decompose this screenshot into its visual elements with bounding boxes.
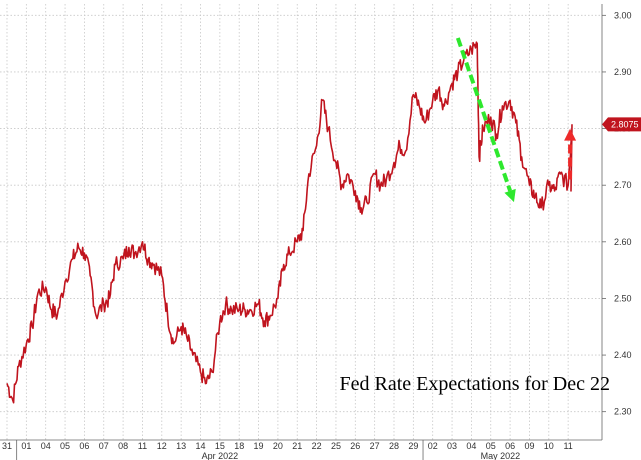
x-tick-label: 26 [350, 441, 360, 451]
x-tick-label: 11 [563, 441, 572, 451]
x-tick-label: 31 [2, 441, 12, 451]
annotation-arrow-down [455, 37, 512, 192]
x-tick-label: 20 [273, 441, 283, 451]
x-tick-label: 22 [312, 441, 322, 451]
chart-title: Fed Rate Expectations for Dec 22 [340, 373, 610, 395]
x-tick-label: 15 [215, 441, 225, 451]
y-tick-label: 2.50 [614, 293, 632, 303]
x-tick-label: 08 [118, 441, 128, 451]
x-tick-label: 09 [524, 441, 534, 451]
x-tick-label: 04 [41, 441, 51, 451]
x-tick-label: 05 [486, 441, 496, 451]
x-axis: 31 01 04 05 06 07 08 11 12 13 14 15 18 19 20 21 22 25 26 27… [0, 439, 602, 460]
annotation-arrowhead-down [504, 188, 516, 203]
x-tick-label: 05 [60, 441, 70, 451]
month-label: Apr 2022 [202, 451, 239, 460]
y-tick-label: 2.60 [614, 237, 632, 247]
x-tick-label: 06 [505, 441, 515, 451]
x-tick-label: 19 [254, 441, 264, 451]
y-tick-label: 3.00 [614, 10, 632, 20]
annotation-arrowhead-up [564, 128, 577, 141]
x-tick-label: 13 [176, 441, 186, 451]
x-tick-label: 06 [79, 441, 89, 451]
x-tick-label: 03 [447, 441, 457, 451]
x-tick-label: 04 [466, 441, 476, 451]
last-value-layer: 2.8075 [602, 117, 641, 132]
x-tick-label: 21 [292, 441, 302, 451]
x-tick-label: 07 [99, 441, 109, 451]
grid-layer [0, 4, 602, 440]
last-value-tag [602, 117, 641, 132]
y-tick-label: 2.30 [614, 407, 632, 417]
x-tick-label: 10 [544, 441, 554, 451]
x-tick-label: 25 [331, 441, 341, 451]
y-tick-label: 2.70 [614, 180, 632, 190]
series-layer [6, 41, 573, 404]
x-tick-label: 14 [195, 441, 205, 451]
x-tick-label: 11 [138, 441, 147, 451]
x-tick-label: 01 [21, 441, 31, 451]
x-tick-label: 18 [234, 441, 244, 451]
annotation-layer [455, 37, 577, 203]
x-tick-label: 12 [157, 441, 167, 451]
x-tick-label: 27 [370, 441, 380, 451]
last-value-label: 2.8075 [611, 119, 639, 129]
y-tick-label: 2.40 [614, 350, 632, 360]
x-tick-label: 29 [408, 441, 418, 451]
x-tick-label: 02 [428, 441, 438, 451]
month-label: May 2022 [481, 451, 521, 460]
y-tick-label: 2.90 [614, 67, 632, 77]
series-line [6, 41, 573, 404]
x-tick-label: 28 [389, 441, 399, 451]
